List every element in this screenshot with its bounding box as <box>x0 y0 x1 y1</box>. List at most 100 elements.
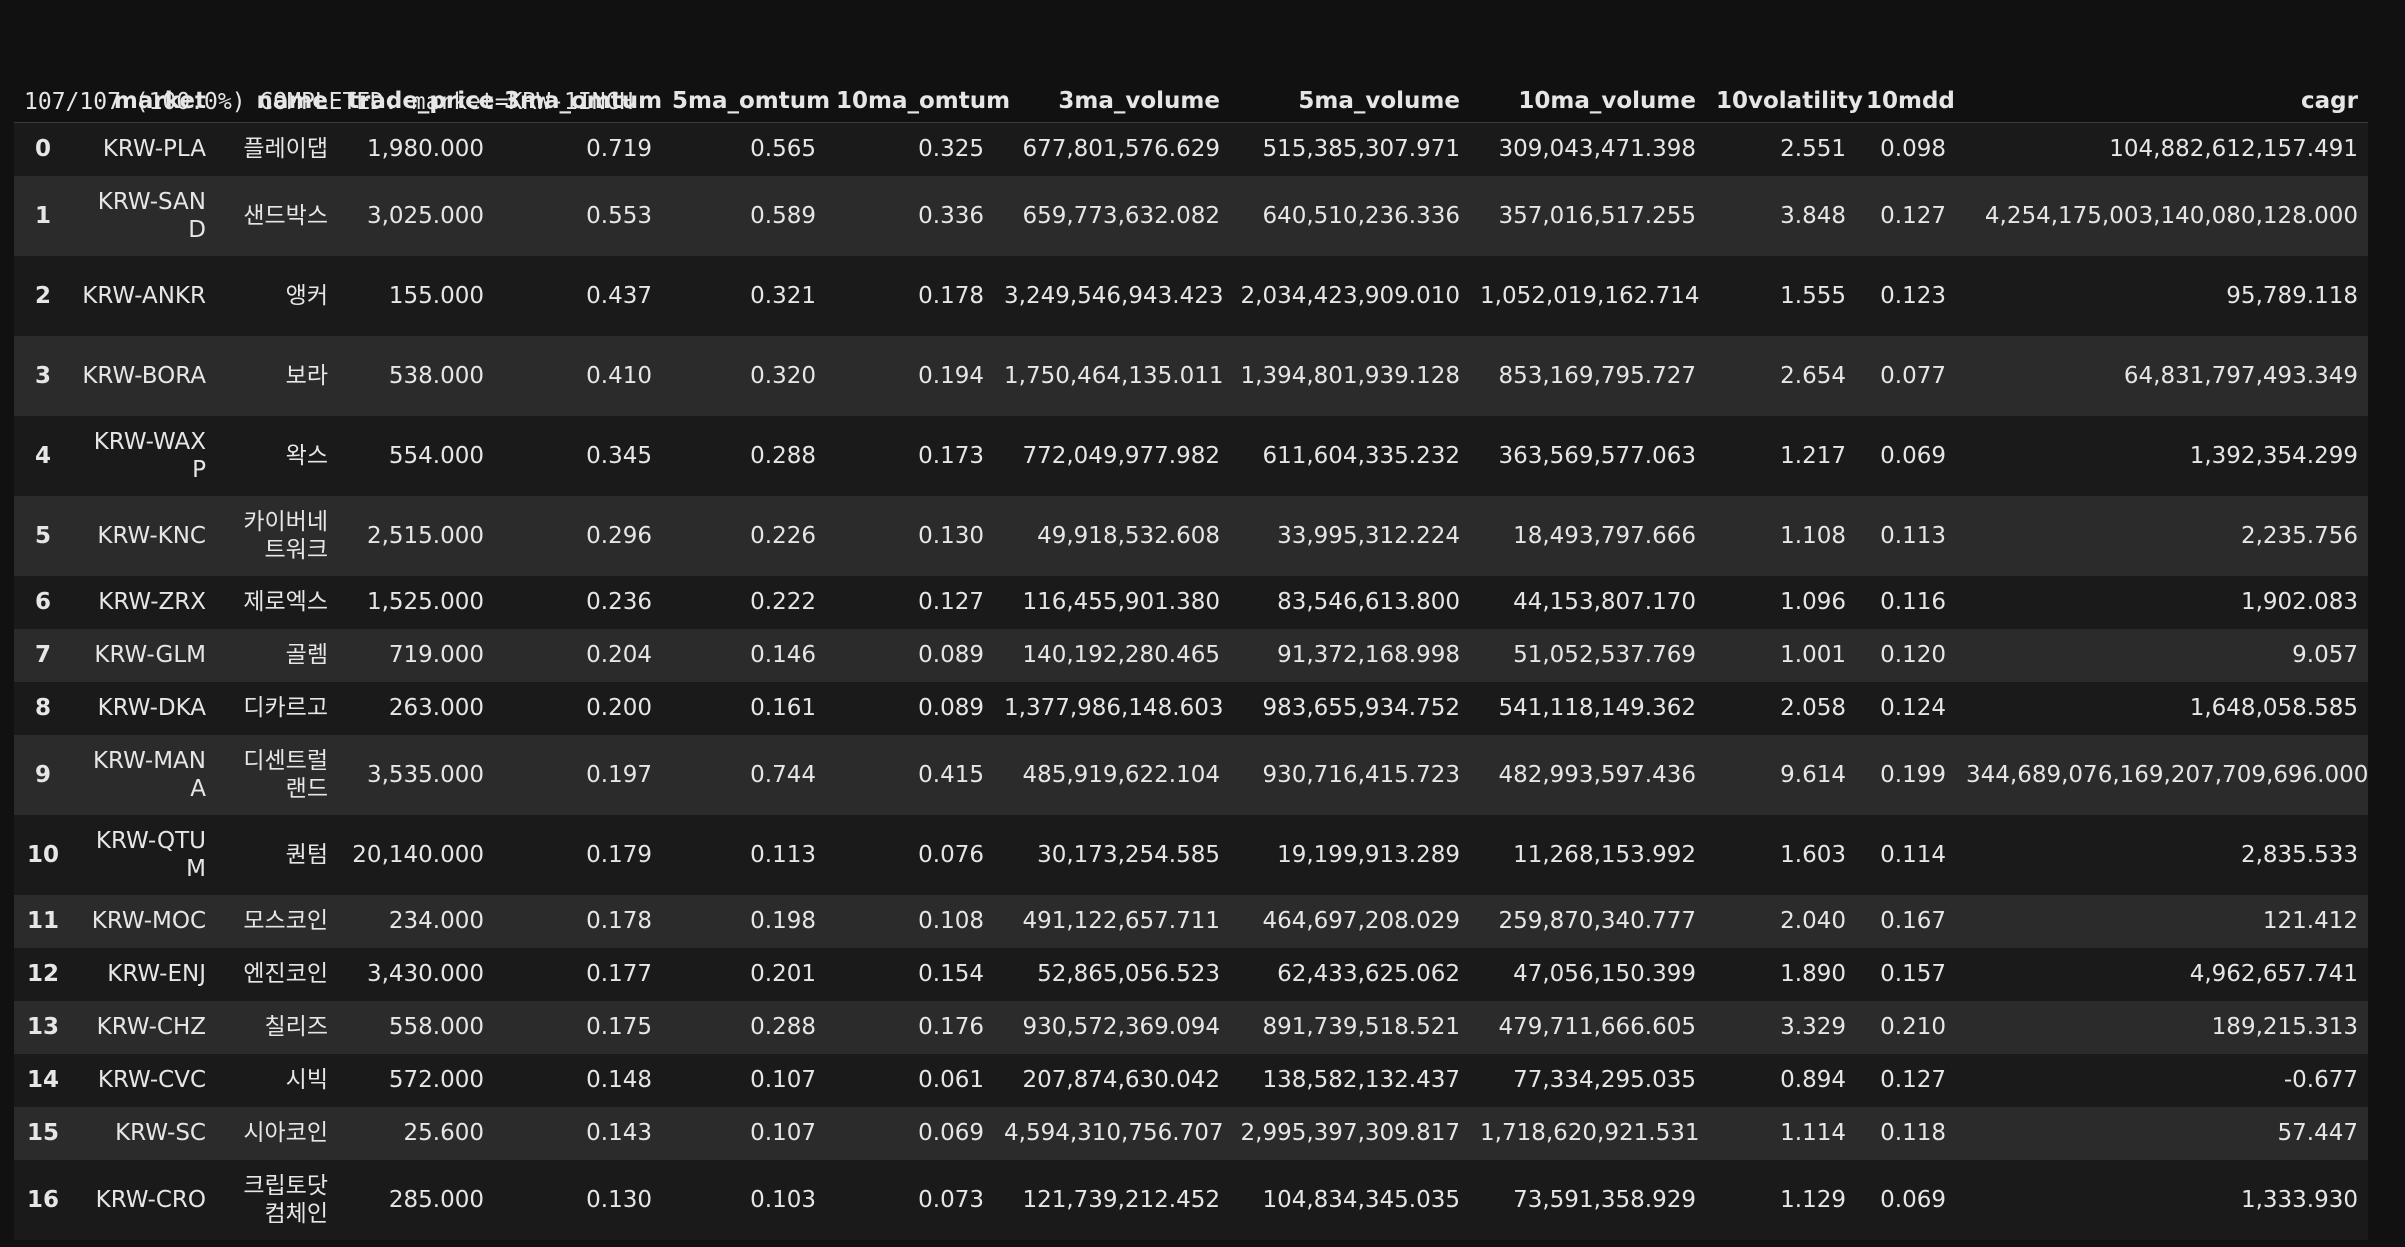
column-header-market: market <box>72 80 216 123</box>
cell-10volatility: 2.551 <box>1780 136 1846 163</box>
cell-3ma-omtum: 0.553 <box>586 202 652 229</box>
cell-10mdd: 0.123 <box>1880 282 1946 309</box>
cell-3ma-volume: 49,918,532.608 <box>1037 522 1220 549</box>
cell-10ma-volume: 44,153,807.170 <box>1513 589 1696 615</box>
cell-market: KRW-BORA <box>82 362 206 389</box>
cell-10volatility: 1.890 <box>1780 961 1846 987</box>
cell-name: 크립토닷컴체인 <box>243 1172 328 1227</box>
cell-cagr: 95,789.118 <box>2226 282 2358 309</box>
cell-10mdd: 0.116 <box>1880 589 1946 615</box>
cell-market: KRW-SC <box>115 1120 206 1146</box>
cell-5ma-omtum: 0.565 <box>750 136 816 163</box>
cell-name: 골렘 <box>285 642 328 668</box>
table-row: 15 KRW-SC 시아코인 25.600 0.143 0.107 0.069 4,594,3… <box>14 1106 2368 1160</box>
table-row: 10 KRW-QTUM 퀀텀 20,140.000 0.179 0.113 0.076 30,… <box>14 814 2368 895</box>
cell-10ma-volume: 1,718,620,921.531 <box>1480 1120 1700 1146</box>
cell-cagr: 4,254,175,003,140,080,128.000 <box>1984 202 2358 229</box>
cell-10volatility: 3.329 <box>1780 1014 1846 1040</box>
cell-cagr: 2,835.533 <box>2240 841 2358 868</box>
cell-10mdd: 0.210 <box>1880 1014 1946 1040</box>
row-index-cell: 1 <box>34 202 51 229</box>
row-index-cell: 3 <box>34 362 51 389</box>
cell-3ma-volume: 116,455,901.380 <box>1022 589 1220 615</box>
table-row: 3 KRW-BORA 보라 538.000 0.410 0.320 0.194 1,750,4… <box>14 335 2368 416</box>
column-header-name: name <box>216 80 338 123</box>
cell-5ma-omtum: 0.113 <box>750 841 816 868</box>
cell-10ma-volume: 357,016,517.255 <box>1498 202 1696 229</box>
cell-10ma-omtum: 0.108 <box>918 908 984 934</box>
cell-name: 엔진코인 <box>243 961 328 987</box>
cell-3ma-omtum: 0.719 <box>586 136 652 163</box>
cell-10mdd: 0.069 <box>1880 442 1946 469</box>
cell-market: KRW-GLM <box>94 642 206 668</box>
cell-market: KRW-ANKR <box>82 282 206 309</box>
cell-5ma-volume: 19,199,913.289 <box>1277 841 1460 868</box>
column-header-5ma-volume: 5ma_volume <box>1230 80 1470 123</box>
cell-5ma-omtum: 0.107 <box>750 1120 816 1146</box>
cell-trade-price: 25.600 <box>403 1120 484 1146</box>
cell-10mdd: 0.199 <box>1880 761 1946 788</box>
cell-cagr: 9.057 <box>2292 642 2358 668</box>
cell-market: KRW-MANA <box>92 747 206 802</box>
cell-name: 보라 <box>285 362 328 389</box>
cell-cagr: 64,831,797,493.349 <box>2123 362 2358 389</box>
cell-3ma-omtum: 0.143 <box>586 1120 652 1146</box>
row-index-cell: 10 <box>26 841 59 868</box>
cell-5ma-volume: 891,739,518.521 <box>1262 1014 1460 1040</box>
cell-10volatility: 2.040 <box>1780 908 1846 934</box>
cell-cagr: 344,689,076,169,207,709,696.000 <box>1966 761 2369 788</box>
cell-trade-price: 3,025.000 <box>366 202 484 229</box>
cell-trade-price: 155.000 <box>388 282 484 309</box>
cell-5ma-volume: 515,385,307.971 <box>1262 136 1460 163</box>
row-index-cell: 4 <box>34 442 51 469</box>
cell-3ma-omtum: 0.345 <box>586 442 652 469</box>
cell-10mdd: 0.124 <box>1880 695 1946 721</box>
cell-trade-price: 285.000 <box>388 1186 484 1213</box>
cell-3ma-omtum: 0.130 <box>586 1186 652 1213</box>
cell-10ma-volume: 259,870,340.777 <box>1498 908 1696 934</box>
cell-10volatility: 0.894 <box>1780 1067 1846 1093</box>
row-index-cell: 12 <box>26 961 59 987</box>
cell-market: KRW-KNC <box>97 522 206 549</box>
cell-3ma-omtum: 0.236 <box>586 589 652 615</box>
cell-5ma-omtum: 0.222 <box>750 589 816 615</box>
cell-trade-price: 234.000 <box>388 908 484 934</box>
cell-10ma-volume: 1,052,019,162.714 <box>1480 282 1700 309</box>
cell-5ma-volume: 2,034,423,909.010 <box>1240 282 1460 309</box>
cell-5ma-volume: 464,697,208.029 <box>1262 908 1460 934</box>
cell-market: KRW-MOC <box>91 908 206 934</box>
cell-3ma-volume: 207,874,630.042 <box>1022 1067 1220 1093</box>
cell-10volatility: 1.001 <box>1780 642 1846 668</box>
cell-5ma-omtum: 0.288 <box>750 1014 816 1040</box>
dataframe-table: market name trade_price 3ma_omtum 5ma_omtum 1… <box>14 80 2368 1240</box>
cell-10mdd: 0.114 <box>1880 841 1946 868</box>
cell-10mdd: 0.113 <box>1880 522 1946 549</box>
row-index-cell: 15 <box>26 1120 59 1146</box>
cell-name: 카이버네트워크 <box>243 508 328 563</box>
cell-10ma-omtum: 0.130 <box>918 522 984 549</box>
cell-10ma-omtum: 0.069 <box>918 1120 984 1146</box>
cell-name: 모스코인 <box>243 908 328 934</box>
table-row: 2 KRW-ANKR 앵커 155.000 0.437 0.321 0.178 3,249,5… <box>14 255 2368 336</box>
column-header-5ma-omtum: 5ma_omtum <box>662 80 830 123</box>
cell-trade-price: 554.000 <box>388 442 484 469</box>
cell-5ma-omtum: 0.161 <box>750 695 816 721</box>
cell-10ma-omtum: 0.127 <box>918 589 984 615</box>
cell-name: 시아코인 <box>243 1120 328 1146</box>
cell-trade-price: 3,535.000 <box>366 761 484 788</box>
row-index-cell: 14 <box>26 1067 59 1093</box>
row-index-cell: 16 <box>26 1186 59 1213</box>
cell-10ma-omtum: 0.178 <box>918 282 984 309</box>
cell-10mdd: 0.157 <box>1880 961 1946 987</box>
cell-name: 디카르고 <box>243 695 328 721</box>
cell-5ma-omtum: 0.744 <box>750 761 816 788</box>
cell-cagr: 121.412 <box>2262 908 2358 934</box>
date-status-line: Date: 2021-11-03T01:07:42 <box>24 197 371 223</box>
cell-5ma-volume: 640,510,236.336 <box>1262 202 1460 229</box>
cell-cagr: 4,962,657.741 <box>2189 961 2358 987</box>
cell-10volatility: 1.603 <box>1780 841 1846 868</box>
cell-cagr: 189,215.313 <box>2211 1014 2358 1040</box>
cell-cagr: 1,333.930 <box>2240 1186 2358 1213</box>
cell-5ma-omtum: 0.201 <box>750 961 816 987</box>
cell-3ma-omtum: 0.148 <box>586 1067 652 1093</box>
